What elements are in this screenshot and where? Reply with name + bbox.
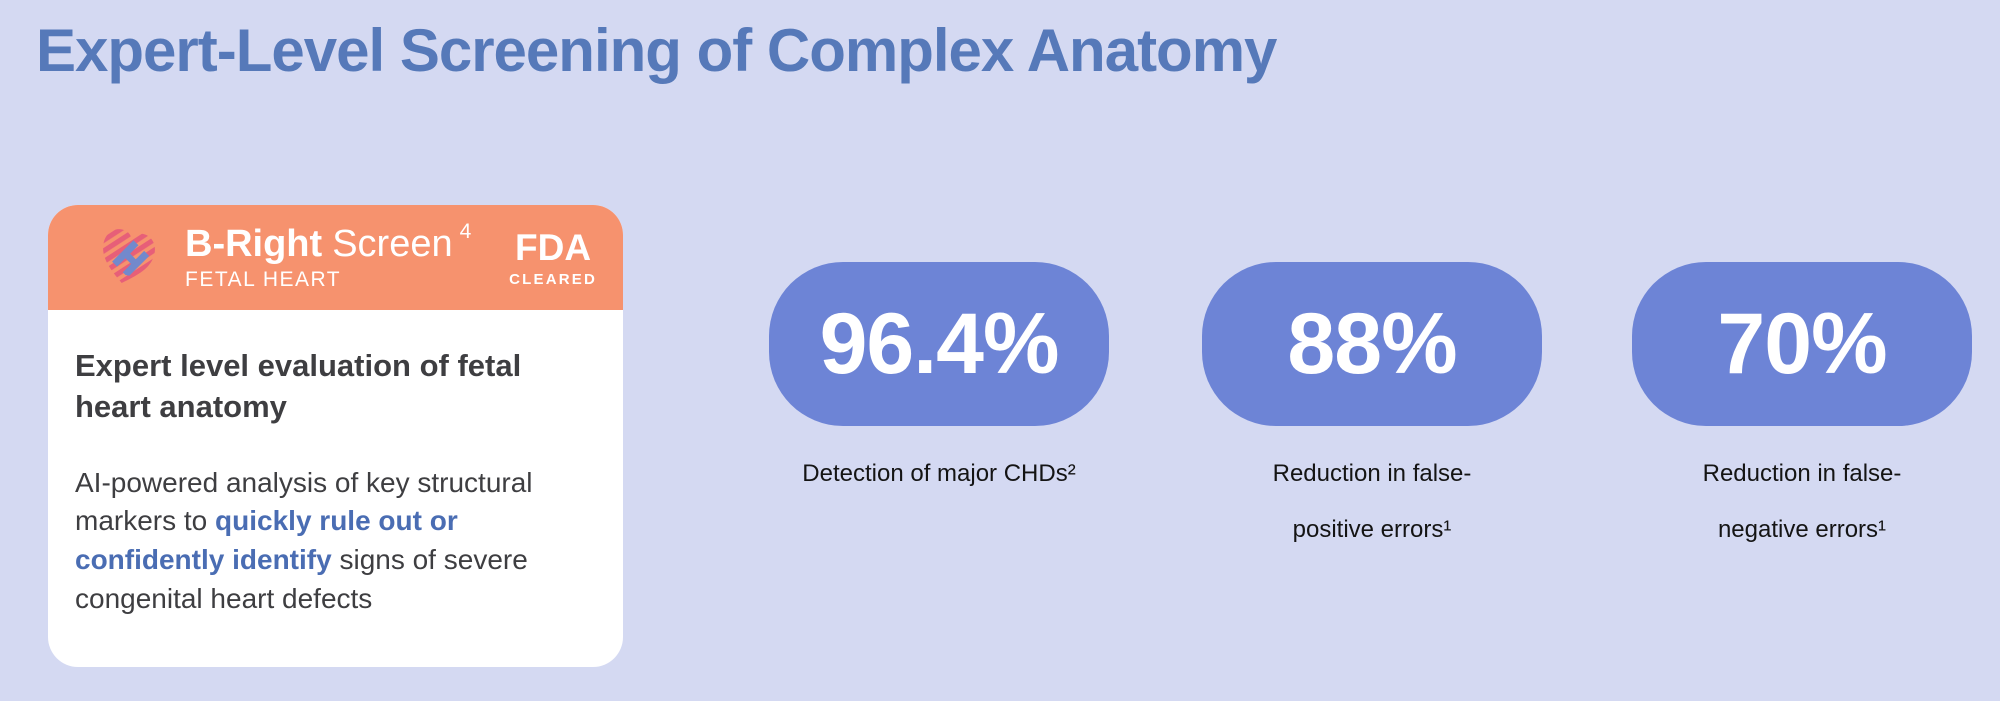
- paragraph-text-pre: AI-powered analysis of key structural ma…: [75, 466, 533, 537]
- bottom-edge-strip: [0, 701, 2000, 706]
- product-card: B-Right Screen 4 FETAL HEART FDA CLEARED…: [48, 205, 623, 667]
- brand-name-regular: Screen: [332, 223, 453, 265]
- stat-caption-line: positive errors¹: [1292, 516, 1452, 543]
- card-paragraph: AI-powered analysis of key structural ma…: [75, 464, 545, 619]
- striped-heart-icon: [103, 228, 155, 283]
- stat-block-false-positive: 88% Reduction in false- positive errors¹: [1202, 262, 1542, 558]
- stat-pill: 70%: [1632, 262, 1972, 426]
- stat-value: 70%: [1717, 295, 1887, 392]
- stat-value: 96.4%: [819, 295, 1060, 392]
- product-card-header: B-Right Screen 4 FETAL HEART FDA CLEARED: [48, 205, 623, 310]
- stat-block-false-negative: 70% Reduction in false- negative errors¹: [1632, 262, 1972, 558]
- stat-caption-line: Detection of major CHDs²: [802, 460, 1076, 487]
- paragraph-highlight: quickly rule out or confidently identify: [75, 505, 458, 576]
- card-heading: Expert level evaluation of fetal heart a…: [75, 348, 522, 424]
- fda-badge-title: FDA: [515, 226, 592, 268]
- paragraph-text-post: signs of severe congenital heart defects: [75, 544, 528, 614]
- product-card-body: Expert level evaluation of fetal heart a…: [48, 310, 623, 618]
- stat-caption-line: negative errors¹: [1717, 516, 1887, 543]
- brand-name-bold: B-Right: [185, 223, 323, 265]
- brand-subtitle: FETAL HEART: [185, 268, 342, 291]
- brand-name: B-Right Screen 4: [185, 221, 471, 265]
- stat-value: 88%: [1287, 295, 1457, 392]
- stat-pill: 88%: [1202, 262, 1542, 426]
- stat-caption: Reduction in false- negative errors¹: [1632, 446, 1972, 558]
- stat-pill: 96.4%: [769, 262, 1109, 426]
- stat-caption-line: Reduction in false-: [1702, 460, 1902, 487]
- stat-caption: Detection of major CHDs²: [769, 446, 1109, 502]
- fda-badge-subtitle: CLEARED: [509, 270, 597, 288]
- stat-block-detection: 96.4% Detection of major CHDs²: [769, 262, 1109, 502]
- page-title: Expert-Level Screening of Complex Anatom…: [36, 17, 1277, 84]
- brand-footnote-marker: 4: [459, 220, 472, 243]
- fda-cleared-badge: FDA CLEARED: [509, 229, 597, 287]
- stat-caption: Reduction in false- positive errors¹: [1202, 446, 1542, 558]
- brand-block: B-Right Screen 4 FETAL HEART: [185, 221, 471, 291]
- stat-caption-line: Reduction in false-: [1272, 460, 1472, 487]
